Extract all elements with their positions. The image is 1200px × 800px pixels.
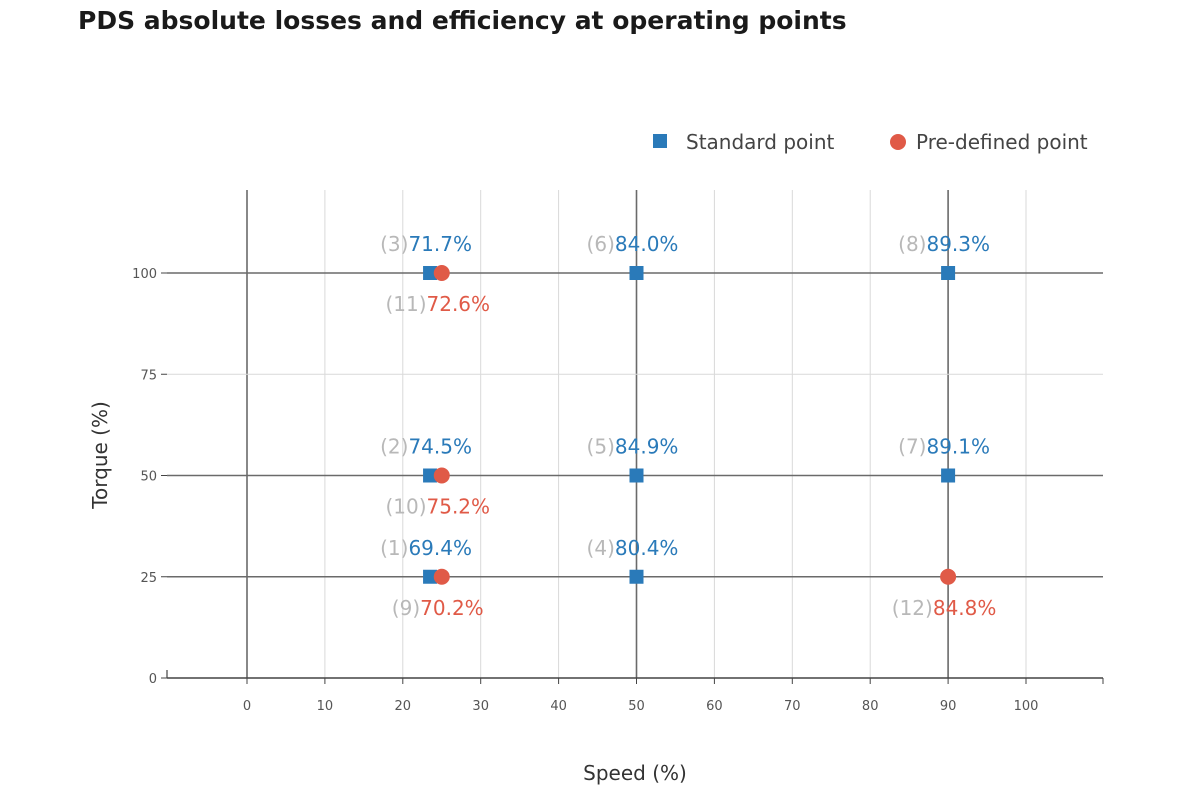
point-11-value: 72.6%: [427, 292, 491, 316]
legend: Standard point Pre-defined point: [653, 130, 1088, 154]
x-tick-label-30: 30: [472, 699, 489, 714]
point-4-id: (4): [587, 536, 615, 560]
point-8-label: (8)89.3%: [898, 232, 990, 256]
point-10-id: (10): [385, 495, 426, 519]
point-7-label: (7)89.1%: [898, 435, 990, 459]
point-5-id: (5): [587, 435, 615, 459]
point-6-id: (6): [587, 232, 615, 256]
point-9-circle: [433, 568, 450, 585]
x-tick-label-20: 20: [395, 699, 412, 714]
point-8-square: [941, 266, 956, 280]
point-6-square: [629, 266, 644, 280]
x-tick-label-0: 0: [243, 699, 251, 714]
point-11-label: (11)72.6%: [385, 292, 490, 316]
point-10-value: 75.2%: [427, 495, 491, 519]
point-3-square: [423, 266, 438, 280]
point-12-circle: [940, 568, 957, 585]
point-11-circle: [433, 265, 450, 281]
point-12-id: (12): [892, 596, 933, 620]
x-tick-labels: 0 10 20 30 40 50 60 70 80 90 100: [243, 699, 1039, 714]
y-tick-label-100: 100: [132, 267, 157, 282]
data-points: [423, 265, 957, 585]
legend-marker-circle: [890, 134, 906, 150]
vertical-gridlines: [246, 190, 1027, 678]
point-5-square: [629, 468, 644, 483]
point-6-value: 84.0%: [615, 232, 679, 256]
horizontal-gridlines: [167, 272, 1103, 578]
point-9-label: (9)70.2%: [392, 596, 484, 620]
point-6-label: (6)84.0%: [587, 232, 679, 256]
point-8-value: 89.3%: [926, 232, 990, 256]
point-4-value: 80.4%: [615, 536, 679, 560]
point-5-label: (5)84.9%: [587, 435, 679, 459]
y-axis-title: Torque (%): [88, 401, 112, 510]
point-10-circle: [433, 467, 450, 484]
y-tick-labels: 0 25 50 75 100: [132, 267, 157, 687]
point-5-value: 84.9%: [615, 435, 679, 459]
point-2-square: [423, 468, 438, 483]
point-2-label: (2)74.5%: [380, 435, 472, 459]
point-7-value: 89.1%: [926, 435, 990, 459]
x-axis-title: Speed (%): [583, 761, 687, 785]
y-tick-label-75: 75: [140, 368, 157, 383]
point-8-id: (8): [898, 232, 926, 256]
point-1-square: [423, 569, 438, 584]
point-7-id: (7): [898, 435, 926, 459]
point-1-id: (1): [380, 536, 408, 560]
data-labels: (1)69.4% (2)74.5% (3)71.7% (4)80.4% (5)84.9%…: [380, 232, 996, 620]
point-1-label: (1)69.4%: [380, 536, 472, 560]
point-12-label: (12)84.8%: [892, 596, 997, 620]
point-9-value: 70.2%: [420, 596, 484, 620]
x-tick-label-40: 40: [550, 699, 567, 714]
point-9-id: (9): [392, 596, 420, 620]
x-tick-label-10: 10: [317, 699, 334, 714]
point-4-square: [629, 569, 644, 584]
x-tick-label-90: 90: [940, 699, 957, 714]
x-tick-label-100: 100: [1014, 699, 1039, 714]
legend-marker-square: [653, 134, 667, 148]
x-tick-label-80: 80: [862, 699, 879, 714]
y-tick-label-0: 0: [149, 672, 157, 687]
y-tick-label-50: 50: [140, 470, 157, 485]
point-3-id: (3): [380, 232, 408, 256]
point-4-label: (4)80.4%: [587, 536, 679, 560]
point-12-value: 84.8%: [933, 596, 997, 620]
legend-label-2: Pre-defined point: [916, 130, 1088, 154]
point-2-value: 74.5%: [408, 435, 472, 459]
y-tick-label-25: 25: [140, 571, 157, 586]
point-10-label: (10)75.2%: [385, 495, 490, 519]
chart-title: PDS absolute losses and efficiency at op…: [78, 6, 847, 35]
point-3-value: 71.7%: [408, 232, 472, 256]
point-11-id: (11): [385, 292, 426, 316]
legend-label-1: Standard point: [686, 130, 835, 154]
point-2-id: (2): [380, 435, 408, 459]
point-3-label: (3)71.7%: [380, 232, 472, 256]
x-tick-label-70: 70: [784, 699, 801, 714]
x-tick-label-60: 60: [706, 699, 723, 714]
axes: [161, 272, 1104, 684]
point-1-value: 69.4%: [408, 536, 472, 560]
point-7-square: [941, 468, 956, 483]
x-tick-label-50: 50: [628, 699, 645, 714]
